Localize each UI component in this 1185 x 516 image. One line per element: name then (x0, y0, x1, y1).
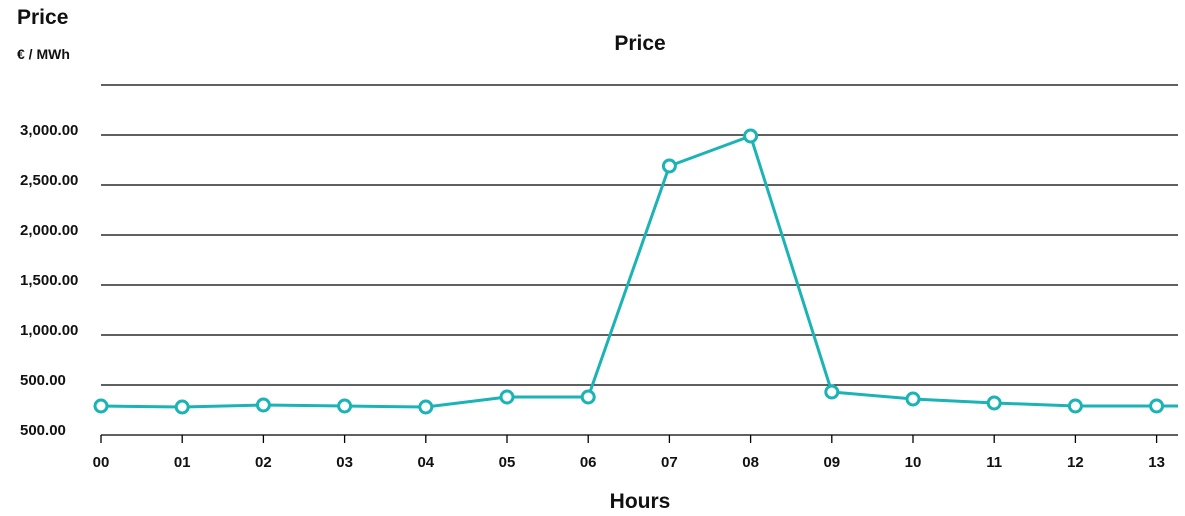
y-tick-label-6: 3,000.00 (20, 122, 78, 139)
y-tick-label-5: 2,500.00 (20, 172, 78, 189)
data-point-10 (905, 391, 921, 407)
y-tick-label-3: 1,500.00 (20, 272, 78, 289)
x-tick-label-04: 04 (417, 454, 434, 471)
x-tick-label-09: 09 (823, 454, 840, 471)
data-point-01 (174, 399, 190, 415)
data-point-12 (1067, 398, 1083, 414)
x-tick-label-11: 11 (986, 454, 1002, 471)
data-point-03 (337, 398, 353, 414)
y-tick-label-1: 500.00 (20, 372, 66, 389)
data-point-06 (580, 389, 596, 405)
data-point-07 (661, 158, 677, 174)
data-point-00 (93, 398, 109, 414)
x-tick-label-05: 05 (499, 454, 516, 471)
x-tick-label-08: 08 (742, 454, 759, 471)
y-tick-label-4: 2,000.00 (20, 222, 78, 239)
x-tick-label-02: 02 (255, 454, 272, 471)
series-line (100, 134, 1178, 409)
x-tick-label-01: 01 (174, 454, 191, 471)
x-tick-label-07: 07 (661, 454, 678, 471)
data-point-04 (418, 399, 434, 415)
data-point-05 (499, 389, 515, 405)
data-point-09 (824, 384, 840, 400)
chart-title: Price (614, 32, 666, 55)
x-axis-title: Hours (609, 490, 671, 513)
x-tick-label-03: 03 (336, 454, 353, 471)
x-tick-label-13: 13 (1148, 454, 1165, 471)
x-tick-label-00: 00 (93, 454, 110, 471)
y-axis-title: Price (17, 6, 69, 29)
y-axis-unit: € / MWh (17, 46, 70, 62)
data-point-11 (986, 395, 1002, 411)
y-tick-label-0: 500.00 (20, 422, 66, 439)
x-tick-label-06: 06 (580, 454, 597, 471)
data-point-13 (1149, 398, 1165, 414)
x-tick-label-12: 12 (1067, 454, 1084, 471)
data-point-02 (255, 397, 271, 413)
y-tick-label-2: 1,000.00 (20, 322, 78, 339)
data-point-08 (743, 128, 759, 144)
x-tick-label-10: 10 (905, 454, 922, 471)
